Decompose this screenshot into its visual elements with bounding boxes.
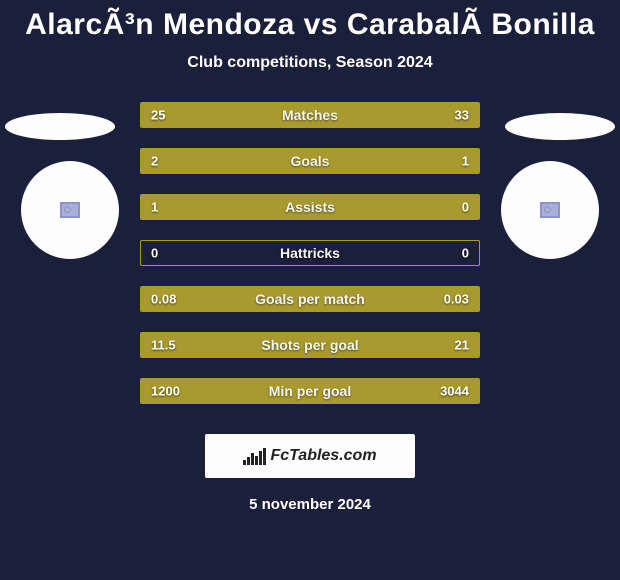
player-photo-right [501,161,599,259]
stat-label: Assists [285,199,335,215]
brand-box: FcTables.com [205,434,415,478]
stat-value-right: 3044 [440,384,469,399]
stat-label: Goals per match [255,291,365,307]
player-photo-left [21,161,119,259]
stat-label: Goals [291,153,330,169]
stat-value-left: 1200 [151,384,180,399]
team-badge-left [5,113,115,140]
stat-label: Matches [282,107,338,123]
stat-label: Min per goal [269,383,351,399]
stat-value-right: 0.03 [444,292,469,307]
stat-value-left: 0.08 [151,292,176,307]
stat-row: Goals per match 0.08 0.03 [140,286,480,312]
stat-row: Shots per goal 11.5 21 [140,332,480,358]
stat-row: Assists 1 0 [140,194,480,220]
stat-row: Goals 2 1 [140,148,480,174]
stat-row: Hattricks 0 0 [140,240,480,266]
stat-row: Min per goal 1200 3044 [140,378,480,404]
bar-left-fill [141,149,367,173]
comparison-infographic: AlarcÃ³n Mendoza vs CarabalÃ­ Bonilla Cl… [0,0,620,580]
chart-area: Matches2533Goals21Assists10Hattricks00Go… [0,102,620,424]
stat-value-left: 0 [151,246,158,261]
subtitle: Club competitions, Season 2024 [0,54,620,72]
brand-text: FcTables.com [270,447,376,465]
stat-bars: Matches2533Goals21Assists10Hattricks00Go… [140,102,480,424]
stat-value-left: 2 [151,154,158,169]
stat-label: Shots per goal [261,337,358,353]
image-placeholder-icon [540,202,560,218]
stat-value-right: 21 [455,338,469,353]
stat-value-left: 1 [151,200,158,215]
team-badge-right [505,113,615,140]
stat-value-right: 0 [462,200,469,215]
stat-value-right: 33 [455,108,469,123]
stat-value-left: 25 [151,108,165,123]
brand-logo-icon [243,448,266,465]
stat-value-right: 0 [462,246,469,261]
stat-value-left: 11.5 [151,338,176,353]
stat-label: Hattricks [280,245,340,261]
page-title: AlarcÃ³n Mendoza vs CarabalÃ­ Bonilla [0,8,620,42]
image-placeholder-icon [60,202,80,218]
date-text: 5 november 2024 [0,496,620,513]
stat-row: Matches 25 33 [140,102,480,128]
stat-value-right: 1 [462,154,469,169]
